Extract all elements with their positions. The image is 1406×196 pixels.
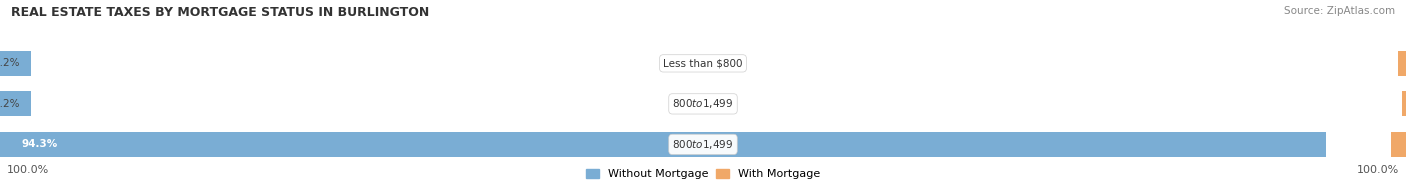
Bar	[1402, 91, 1406, 116]
Text: 94.3%: 94.3%	[21, 139, 58, 149]
Text: Source: ZipAtlas.com: Source: ZipAtlas.com	[1284, 6, 1395, 16]
Text: Less than $800: Less than $800	[664, 58, 742, 68]
Bar	[1398, 51, 1406, 76]
Bar	[1391, 132, 1406, 157]
Bar	[0, 91, 31, 116]
Text: REAL ESTATE TAXES BY MORTGAGE STATUS IN BURLINGTON: REAL ESTATE TAXES BY MORTGAGE STATUS IN …	[11, 6, 429, 19]
Legend: Without Mortgage, With Mortgage: Without Mortgage, With Mortgage	[585, 169, 821, 179]
Text: 100.0%: 100.0%	[1357, 165, 1399, 175]
Text: 100.0%: 100.0%	[7, 165, 49, 175]
Text: $800 to $1,499: $800 to $1,499	[672, 97, 734, 110]
Bar	[0, 132, 1326, 157]
Text: 2.2%: 2.2%	[0, 58, 20, 68]
Text: $800 to $1,499: $800 to $1,499	[672, 138, 734, 151]
Bar	[0, 51, 31, 76]
Text: 2.2%: 2.2%	[0, 99, 20, 109]
